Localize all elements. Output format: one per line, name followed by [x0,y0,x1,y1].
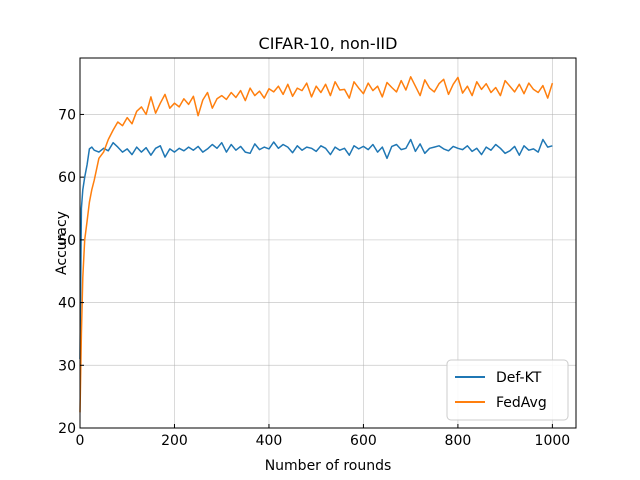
axis-ticks: 0 200 400 600 800 1000 20 30 40 50 60 70 [58,58,576,449]
y-tick-label: 70 [58,107,76,123]
y-tick-label: 20 [58,421,76,437]
legend-label-def-kt: Def-KT [496,370,542,386]
legend: Def-KT FedAvg [446,359,569,421]
legend-label-fedavg: FedAvg [496,395,547,411]
x-tick-label: 0 [76,433,85,449]
series-layer [79,76,554,413]
series-line-def-kt [79,138,553,360]
x-tick-label: 200 [161,433,188,449]
y-tick-label: 50 [58,233,76,249]
x-tick-label: 1000 [535,433,571,449]
x-axis-label: Number of rounds [265,458,392,474]
x-tick-label: 800 [445,433,472,449]
y-tick-label: 60 [58,170,76,186]
x-tick-label: 400 [256,433,283,449]
x-tick-label: 600 [350,433,377,449]
y-tick-label: 30 [58,358,76,374]
series-line-fedavg [79,76,554,413]
y-axis-label: Accuracy [54,211,70,275]
chart-title: CIFAR-10, non-IID [259,34,398,53]
y-tick-label: 40 [58,296,76,312]
legend-box [446,359,569,421]
grid-lines [79,58,576,429]
